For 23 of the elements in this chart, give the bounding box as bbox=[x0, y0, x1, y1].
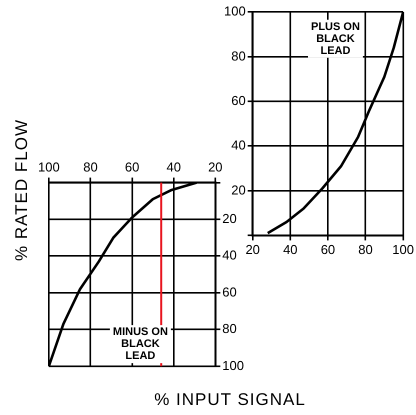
x-tick-label: 40 bbox=[283, 242, 298, 257]
x-tick-label: 100 bbox=[38, 159, 60, 174]
x-axis-title: % INPUT SIGNAL bbox=[154, 390, 306, 410]
y-tick-label: 40 bbox=[231, 138, 246, 153]
text: PLUS ON BLACK LEAD bbox=[310, 20, 360, 57]
y-tick-label: 20 bbox=[222, 210, 237, 226]
y-tick-label: 80 bbox=[222, 321, 237, 336]
y-tick-label: 20 bbox=[231, 182, 246, 198]
x-tick-label: 80 bbox=[358, 242, 373, 257]
x-tick-label: 20 bbox=[245, 242, 260, 257]
y-tick-label: 60 bbox=[222, 284, 237, 300]
y-tick-label: 100 bbox=[224, 4, 246, 19]
x-tick-label: 60 bbox=[320, 242, 336, 257]
y-tick-label: 80 bbox=[231, 48, 246, 64]
y-tick-label: 100 bbox=[222, 358, 244, 373]
x-tick-label: 60 bbox=[124, 159, 140, 174]
y-tick-label: 60 bbox=[231, 92, 246, 108]
x-tick-label: 40 bbox=[166, 159, 181, 174]
x-tick-label: 80 bbox=[83, 159, 98, 174]
y-axis-title: % RATED FLOW bbox=[12, 118, 32, 262]
text: MINUS ON BLACK LEAD bbox=[112, 326, 168, 362]
x-tick-label: 100 bbox=[392, 242, 414, 257]
x-tick-label: 20 bbox=[208, 159, 223, 174]
